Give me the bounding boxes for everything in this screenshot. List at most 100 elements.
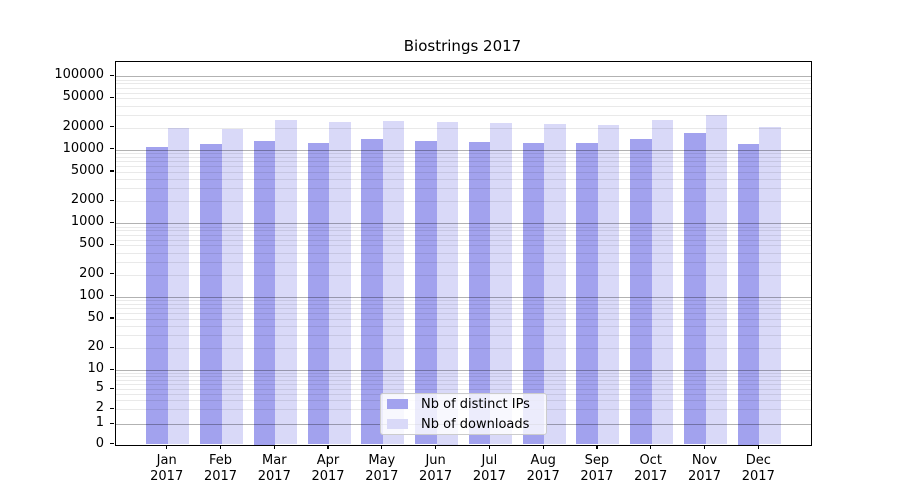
x-axis-tick bbox=[434, 445, 437, 449]
bar-downloads bbox=[544, 123, 566, 445]
x-axis-tick bbox=[219, 445, 222, 449]
gridline bbox=[116, 373, 811, 375]
gridline bbox=[116, 83, 811, 85]
x-tick-label-year: 2017 bbox=[687, 468, 722, 484]
x-axis-tick bbox=[542, 445, 544, 449]
y-tick-label: 20000 bbox=[62, 118, 104, 134]
x-tick-label: Sep 2017 bbox=[565, 453, 629, 485]
gridline bbox=[116, 261, 811, 263]
y-tick-label: 2 bbox=[95, 400, 104, 416]
y-axis-tick bbox=[109, 387, 114, 389]
gridline bbox=[116, 252, 811, 254]
x-tick-label-month: Jun bbox=[425, 452, 446, 468]
gridline bbox=[116, 98, 811, 100]
y-axis-tick bbox=[109, 422, 114, 424]
y-axis-tick bbox=[109, 317, 114, 319]
x-axis-tick bbox=[703, 445, 706, 449]
gridline bbox=[116, 318, 811, 320]
x-tick-label-year: 2017 bbox=[741, 468, 775, 484]
y-axis-tick bbox=[109, 199, 114, 201]
y-axis-tick bbox=[109, 148, 114, 150]
legend-label-downloads: Nb of downloads bbox=[421, 416, 530, 432]
y-axis-tick bbox=[109, 295, 114, 297]
gridline bbox=[116, 326, 811, 327]
gridline bbox=[116, 127, 811, 129]
x-tick-label-month: Feb bbox=[208, 452, 233, 468]
x-tick-label: Dec 2017 bbox=[726, 453, 790, 485]
y-axis-tick bbox=[109, 407, 114, 409]
legend-item-distinct-ips: Nb of distinct IPs bbox=[387, 394, 546, 414]
gridline bbox=[116, 166, 811, 168]
x-tick-label-month: May bbox=[368, 452, 396, 468]
bar-distinct-ips bbox=[576, 142, 598, 445]
x-axis-tick bbox=[596, 445, 598, 449]
gridline bbox=[116, 274, 811, 276]
x-tick-label: Apr 2017 bbox=[296, 453, 360, 485]
gridline bbox=[116, 161, 811, 163]
y-tick-label: 1 bbox=[95, 415, 104, 431]
bar-downloads bbox=[436, 122, 459, 445]
x-tick-label-month: Apr bbox=[316, 452, 340, 468]
x-axis-tick bbox=[273, 445, 275, 449]
chart-title: Biostrings 2017 bbox=[403, 37, 522, 55]
bar-downloads bbox=[329, 121, 351, 445]
gridline bbox=[116, 223, 811, 225]
gridline bbox=[116, 300, 811, 302]
bar-downloads bbox=[490, 122, 512, 445]
y-axis-tick bbox=[109, 243, 114, 246]
bar-distinct-ips bbox=[307, 143, 329, 445]
x-tick-label-year: 2017 bbox=[150, 468, 184, 484]
legend-swatch-distinct-ips-icon bbox=[387, 399, 408, 409]
y-tick-label: 100 bbox=[79, 287, 104, 303]
bar-downloads bbox=[759, 126, 781, 445]
x-tick-label-year: 2017 bbox=[365, 468, 399, 484]
y-axis-tick bbox=[109, 170, 114, 172]
y-tick-label: 20 bbox=[87, 339, 104, 355]
x-tick-label: May 2017 bbox=[350, 453, 414, 485]
gridline bbox=[116, 376, 811, 378]
gridline bbox=[116, 380, 811, 382]
y-axis-tick bbox=[109, 221, 114, 223]
gridline bbox=[116, 370, 811, 372]
gridline bbox=[116, 79, 811, 81]
x-tick-label-year: 2017 bbox=[203, 468, 238, 484]
gridline bbox=[116, 149, 811, 151]
legend: Nb of distinct IPs Nb of downloads bbox=[380, 393, 547, 435]
bar-distinct-ips bbox=[737, 144, 760, 445]
x-tick-label-year: 2017 bbox=[311, 468, 345, 484]
gridline bbox=[116, 105, 811, 107]
gridline bbox=[116, 313, 811, 315]
bar-downloads bbox=[651, 119, 674, 445]
bar-downloads bbox=[221, 129, 243, 445]
gridline bbox=[116, 239, 811, 241]
gridline bbox=[116, 153, 811, 155]
gridline bbox=[116, 389, 811, 391]
y-tick-label: 10000 bbox=[62, 140, 104, 156]
gridline bbox=[116, 188, 811, 190]
bar-distinct-ips bbox=[253, 140, 276, 445]
legend-label-distinct-ips: Nb of distinct IPs bbox=[421, 396, 530, 412]
gridline bbox=[116, 171, 811, 173]
x-axis-tick bbox=[166, 445, 168, 449]
x-tick-label: Jul 2017 bbox=[457, 453, 521, 485]
y-tick-label: 100000 bbox=[54, 67, 104, 83]
y-tick-label: 500 bbox=[79, 236, 104, 252]
x-tick-label-month: Dec bbox=[745, 452, 771, 468]
x-tick-label-month: Aug bbox=[530, 452, 556, 468]
x-tick-label: Jun 2017 bbox=[404, 453, 468, 485]
x-tick-label-year: 2017 bbox=[634, 468, 668, 484]
y-axis-tick bbox=[109, 273, 114, 275]
bar-distinct-ips bbox=[468, 141, 491, 445]
x-axis-tick bbox=[650, 445, 652, 449]
y-axis-tick bbox=[109, 126, 114, 128]
y-tick-label: 2000 bbox=[70, 192, 104, 208]
y-tick-label: 200 bbox=[79, 265, 104, 281]
x-tick-label-year: 2017 bbox=[257, 468, 291, 484]
y-axis-tick bbox=[109, 346, 114, 348]
x-tick-label: Jan 2017 bbox=[135, 453, 199, 485]
x-tick-label-month: Jul bbox=[481, 452, 498, 468]
gridline bbox=[116, 226, 811, 228]
gridline bbox=[116, 245, 811, 247]
x-tick-label-month: Jan bbox=[156, 452, 177, 468]
gridline bbox=[116, 92, 811, 94]
